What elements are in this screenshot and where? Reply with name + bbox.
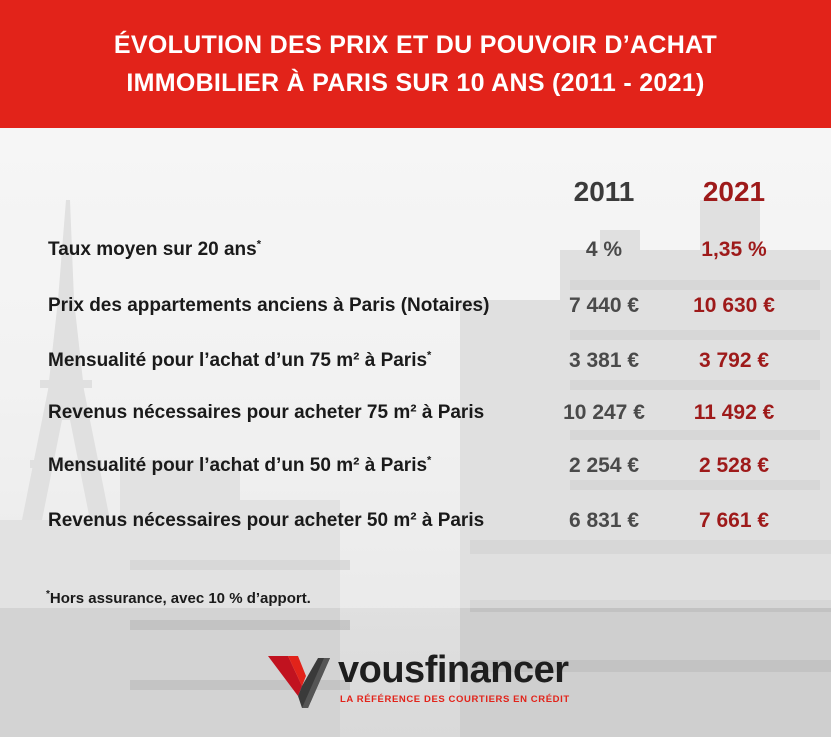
title-line-2: IMMOBILIER À PARIS SUR 10 ANS (2011 - 20… [126,69,705,97]
table-row: Prix des appartements anciens à Paris (N… [0,288,831,324]
column-header-2021: 2021 [702,176,766,207]
v-chevron-logo-icon [268,656,330,708]
table-row: Mensualité pour l’achat d’un 75 m² à Par… [0,343,831,379]
table-row: Mensualité pour l’achat d’un 50 m² à Par… [0,448,831,484]
footnote-marker: * [427,454,432,467]
value-2011: 6 831 € [568,509,640,532]
value-2021: 2 528 € [698,454,770,477]
title-banner: ÉVOLUTION DES PRIX ET DU POUVOIR D’ACHAT… [0,0,831,128]
table-row: Revenus nécessaires pour acheter 75 m² à… [0,395,831,431]
logo-wordmark: vousfinancer [338,649,569,691]
row-label: Mensualité pour l’achat d’un 50 m² à Par… [48,454,432,476]
eiffel-tower-icon [22,200,110,520]
row-label: Revenus nécessaires pour acheter 50 m² à… [48,510,485,531]
footnote-marker: * [427,349,432,362]
value-2021: 1,35 % [701,238,767,261]
footnote-marker: * [256,238,262,251]
value-2011: 3 381 € [568,349,640,372]
value-2011: 7 440 € [568,294,640,317]
row-label: Revenus nécessaires pour acheter 75 m² à… [48,402,485,423]
value-2011: 2 254 € [568,454,640,477]
value-2011: 10 247 € [563,401,645,424]
logo-tagline: LA RÉFÉRENCE DES COURTIERS EN CRÉDIT [340,694,570,705]
value-2021: 10 630 € [693,294,775,317]
value-2021: 3 792 € [698,349,770,372]
value-2021: 11 492 € [693,401,775,424]
value-2011: 4 % [585,238,623,261]
table-row: Taux moyen sur 20 ans* 4 % 1,35 % [0,232,831,268]
table-row: Revenus nécessaires pour acheter 50 m² à… [0,503,831,539]
vousfinancer-logo: vousfinancer LA RÉFÉRENCE DES COURTIERS … [268,648,570,718]
title-line-1: ÉVOLUTION DES PRIX ET DU POUVOIR D’ACHAT [113,31,718,59]
column-header-2011: 2011 [573,176,635,207]
footnote: *Hors assurance, avec 10 % d’apport. [46,589,311,608]
row-label: Mensualité pour l’achat d’un 75 m² à Par… [48,349,432,371]
row-label: Prix des appartements anciens à Paris (N… [48,295,490,316]
value-2021: 7 661 € [698,509,770,532]
footnote-marker: * [46,589,50,600]
row-label: Taux moyen sur 20 ans* [48,238,262,260]
